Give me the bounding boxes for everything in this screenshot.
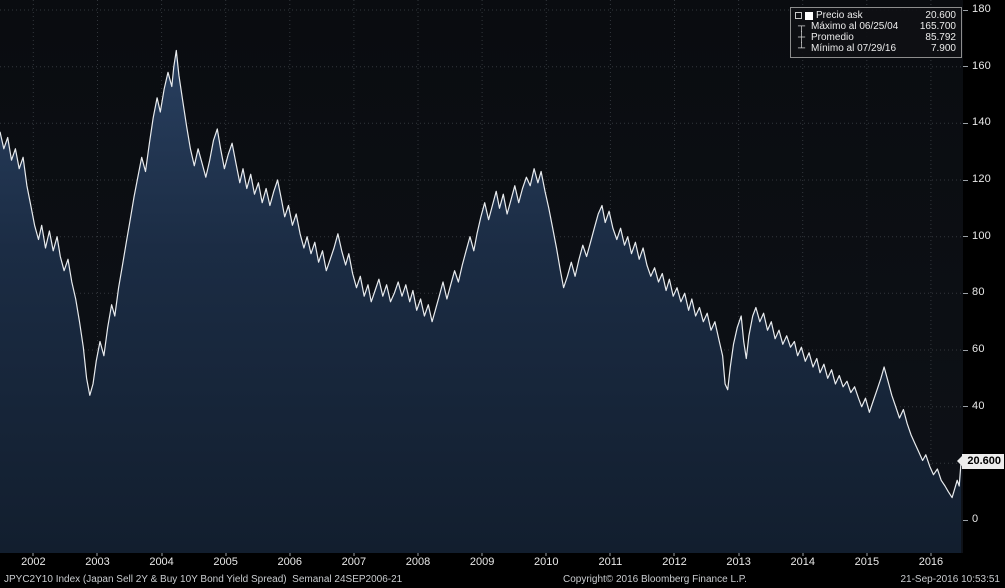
legend-row-max: ┬ Máximo al 06/25/04 165.700 [795,21,956,32]
y-axis-label: 100 [972,229,991,242]
legend-row-last: Precio ask 20.600 [795,10,956,21]
x-axis-tick [545,553,547,556]
y-axis-tick [963,349,968,351]
y-axis-tick [963,519,968,521]
x-axis-tick [609,553,611,556]
x-axis-tick [225,553,227,556]
mean-marker-icon: ┼ [797,32,806,43]
x-axis-label: 2012 [662,556,687,568]
legend-value: 165.700 [919,21,956,32]
y-axis-label: 60 [972,343,985,355]
y-axis-tick [963,9,968,11]
x-axis: 2002 2003 2004 2005 2006 2007 2008 2009 2010 2011… [0,553,963,572]
x-axis-tick [673,553,675,556]
y-axis-label: 80 [972,286,985,299]
legend-label: Precio ask [816,10,863,21]
legend-row-mean: ┼ Promedio 85.792 [795,32,956,43]
y-axis-tick [963,66,968,68]
x-axis-tick [417,553,419,556]
legend[interactable]: Precio ask 20.600 ┬ Máximo al 06/25/04 1… [790,7,962,58]
x-axis-tick [161,553,163,556]
min-marker-icon: ┴ [797,43,806,54]
x-axis-tick [802,553,804,556]
x-axis-label: 2010 [534,556,559,568]
y-axis-label: 140 [972,116,991,129]
x-axis-label: 2003 [85,556,110,568]
y-axis: 180160140120100806040200 [963,0,1005,553]
legend-value: 85.792 [925,32,956,43]
x-axis-label: 2006 [277,556,303,568]
x-axis-tick [32,553,34,556]
x-axis-label: 2015 [854,556,880,568]
y-axis-label: 180 [972,3,991,15]
x-axis-label: 2008 [405,556,431,568]
y-axis-label: 120 [972,173,991,185]
chart-canvas[interactable] [0,0,963,553]
legend-label: Máximo al 06/25/04 [811,21,899,32]
legend-expander-icon[interactable] [795,12,802,19]
instrument-description: JPYC2Y10 Index (Japan Sell 2Y & Buy 10Y … [4,574,403,585]
legend-row-min: ┴ Mínimo al 07/29/16 7.900 [795,43,956,54]
legend-value: 7.900 [930,43,956,54]
y-axis-label: 40 [972,399,985,412]
y-axis-tick [963,179,968,181]
price-area-chart[interactable] [0,0,963,553]
last-price-badge: 20.600 [957,453,1004,469]
x-axis-tick [96,553,98,556]
x-axis-tick [353,553,355,556]
x-axis-label: 2013 [726,556,751,568]
x-axis-label: 2004 [149,556,174,568]
x-axis-label: 2005 [213,556,238,568]
x-axis-label: 2009 [469,556,495,568]
max-marker-icon: ┬ [797,21,806,32]
y-axis-tick [963,292,968,294]
x-axis-label: 2002 [21,556,46,568]
x-axis-tick [930,553,932,556]
y-axis-label: 0 [972,513,979,525]
x-axis-label: 2016 [918,556,944,568]
x-axis-tick [866,553,868,556]
y-axis-tick [963,236,968,238]
timestamp: 21-Sep-2016 10:53:51 [900,574,1000,585]
legend-label: Promedio [811,32,854,43]
legend-value: 20.600 [925,10,956,21]
y-axis-label: 160 [972,59,991,72]
copyright-text: Copyright© 2016 Bloomberg Finance L.P. [563,574,747,585]
y-axis-tick [963,122,968,124]
x-axis-tick [738,553,740,556]
x-axis-label: 2011 [598,556,623,568]
x-axis-label: 2007 [341,556,367,568]
y-axis-tick [963,406,968,408]
series-swatch-icon [805,11,813,20]
status-bar: JPYC2Y10 Index (Japan Sell 2Y & Buy 10Y … [0,572,1005,588]
x-axis-label: 2014 [790,556,815,568]
x-axis-tick [289,553,291,556]
x-axis-tick [481,553,483,556]
legend-label: Mínimo al 07/29/16 [811,43,897,54]
